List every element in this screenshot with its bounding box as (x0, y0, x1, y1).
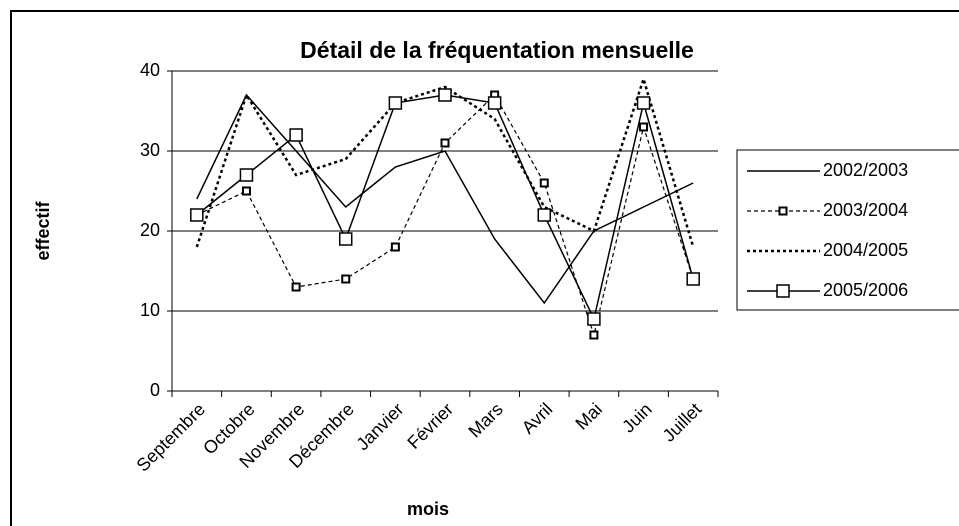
marker (239, 168, 254, 182)
marker (338, 232, 353, 246)
marker (388, 96, 403, 110)
legend-label: 2002/2003 (823, 160, 908, 180)
y-tick-label: 10 (140, 300, 160, 320)
marker (537, 208, 552, 222)
legend-label: 2003/2004 (823, 200, 908, 220)
marker (440, 138, 450, 148)
legend-box (736, 149, 959, 311)
legend-marker (776, 284, 790, 298)
marker (589, 330, 599, 340)
marker (636, 96, 651, 110)
marker (438, 88, 452, 102)
y-tick-label: 20 (140, 220, 160, 240)
series-line (196, 93, 694, 305)
marker (390, 242, 400, 252)
chart-title: Détail de la fréquentation mensuelle (300, 37, 694, 63)
marker (639, 122, 649, 132)
marker (686, 272, 700, 286)
marker (341, 274, 351, 284)
marker (539, 178, 549, 188)
y-axis-title: effectif (33, 200, 53, 260)
x-axis-title: mois (407, 499, 449, 519)
y-tick-label: 30 (140, 140, 160, 160)
y-tick-label: 0 (150, 380, 160, 400)
legend-marker (778, 206, 788, 216)
marker (190, 208, 204, 222)
marker (241, 186, 251, 196)
marker (487, 96, 502, 110)
marker (587, 312, 601, 326)
legend-label: 2004/2005 (823, 240, 908, 260)
marker (289, 128, 303, 142)
legend-label: 2005/2006 (823, 280, 908, 300)
y-tick-label: 40 (140, 60, 160, 80)
marker (291, 282, 301, 292)
